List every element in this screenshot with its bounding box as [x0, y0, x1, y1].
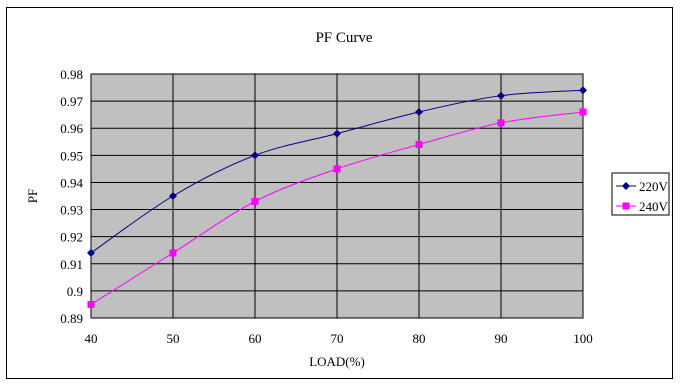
series-220V — [87, 86, 587, 257]
x-tick-label: 90 — [495, 331, 508, 346]
data-point — [497, 119, 505, 127]
data-point — [169, 249, 177, 257]
y-tick-labels: 0.89 0.9 0.91 0.92 0.93 0.94 0.95 0.96 0.97 0.98 — [60, 67, 83, 326]
data-point — [333, 129, 341, 138]
data-point — [251, 197, 259, 205]
x-tick-label: 40 — [85, 331, 98, 346]
legend: 220V 240V — [611, 172, 670, 216]
legend-item-240V: 240V — [616, 199, 669, 214]
data-point — [415, 140, 423, 148]
data-point — [497, 91, 505, 100]
x-tick-label: 60 — [249, 331, 262, 346]
data-point — [87, 300, 95, 308]
x-tick-label: 80 — [413, 331, 426, 346]
legend-label: 240V — [639, 199, 669, 214]
y-tick-label: 0.96 — [60, 121, 83, 136]
data-point — [251, 151, 259, 160]
x-axis-label: LOAD(%) — [309, 354, 365, 369]
y-tick-label: 0.94 — [60, 175, 83, 190]
legend-label: 220V — [639, 179, 669, 194]
y-tick-label: 0.93 — [60, 203, 83, 218]
y-tick-label: 0.95 — [60, 148, 83, 163]
chart-title: PF Curve — [315, 30, 372, 46]
legend-item-220V: 220V — [616, 179, 669, 194]
y-tick-label: 0.9 — [67, 284, 83, 299]
y-tick-label: 0.91 — [60, 257, 83, 272]
y-tick-label: 0.97 — [60, 94, 83, 109]
x-tick-labels: 40 50 60 70 80 90 100 — [85, 331, 593, 346]
x-tick-label: 50 — [167, 331, 180, 346]
data-point — [579, 86, 587, 95]
legend-marker — [622, 182, 630, 190]
data-point — [87, 248, 95, 257]
y-axis-label: PF — [25, 189, 40, 203]
series-240V — [87, 108, 587, 308]
data-point — [415, 107, 423, 116]
data-point — [333, 165, 341, 173]
series-group — [87, 86, 587, 308]
y-tick-label: 0.98 — [60, 67, 83, 82]
x-tick-label: 100 — [573, 331, 593, 346]
data-point — [579, 108, 587, 116]
x-tick-label: 70 — [331, 331, 344, 346]
legend-marker — [622, 202, 630, 210]
legend-box — [611, 172, 670, 216]
plot-border — [90, 73, 584, 319]
y-tick-label: 0.89 — [60, 311, 83, 326]
y-tick-label: 0.92 — [60, 230, 83, 245]
data-point — [169, 192, 177, 200]
